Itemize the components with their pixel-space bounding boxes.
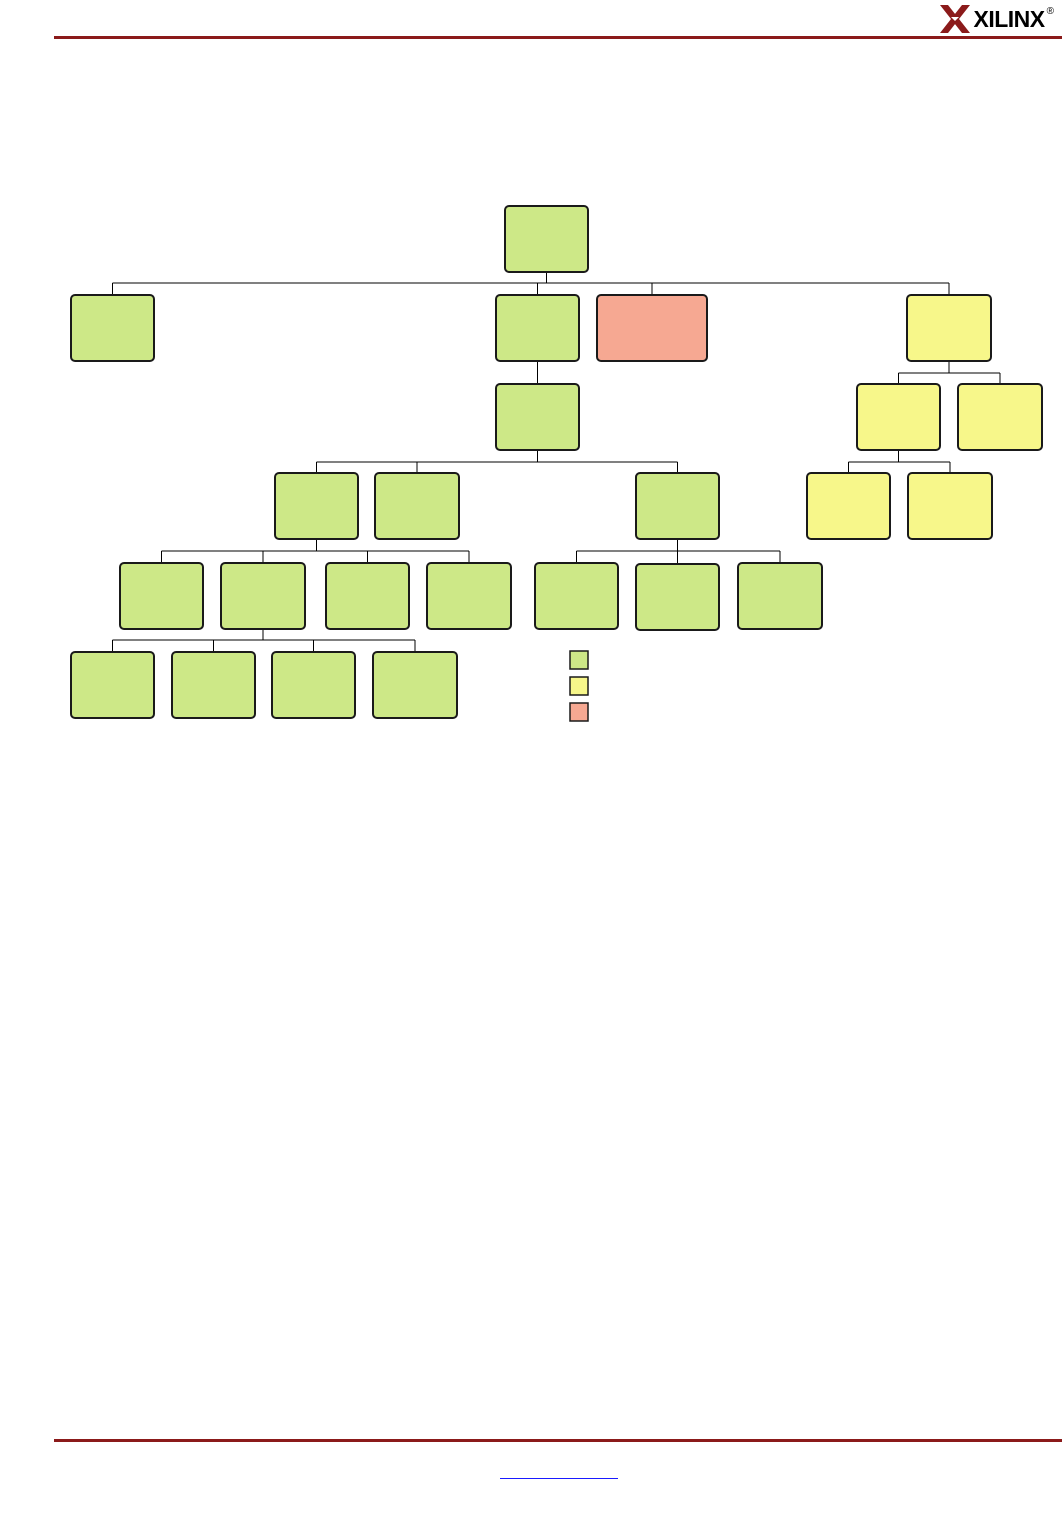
diagram-node-n4d bbox=[426, 562, 512, 630]
xilinx-logo: XILINX ® bbox=[939, 2, 1054, 36]
diagram-node-n4g bbox=[737, 562, 823, 630]
legend-swatch bbox=[569, 702, 589, 722]
diagram-node-n1d bbox=[906, 294, 992, 362]
legend-swatch bbox=[569, 650, 589, 670]
diagram-node-n3b bbox=[374, 472, 460, 540]
header-rule bbox=[54, 36, 1062, 39]
legend-swatch bbox=[569, 676, 589, 696]
connector-lines bbox=[112, 272, 1001, 652]
diagram-node-n3c bbox=[635, 472, 720, 540]
logo-wordmark: XILINX bbox=[973, 5, 1046, 32]
diagram-node-n3a bbox=[274, 472, 359, 540]
diagram-node-n3d_b bbox=[907, 472, 993, 540]
diagram-nodes bbox=[70, 205, 1043, 719]
diagram-node-n1c bbox=[596, 294, 708, 362]
diagram-node-n4a bbox=[119, 562, 204, 630]
diagram-node-n4f bbox=[635, 563, 720, 631]
diagram-node-n4b bbox=[220, 562, 306, 630]
diagram-node-n5b bbox=[171, 651, 256, 719]
diagram-node-n2 bbox=[495, 383, 580, 451]
logo-registered-mark: ® bbox=[1046, 6, 1054, 17]
diagram-node-n5d bbox=[372, 651, 458, 719]
diagram-node-n4c bbox=[325, 562, 410, 630]
footer-link[interactable] bbox=[500, 1464, 618, 1479]
diagram-node-n1a bbox=[70, 294, 155, 362]
diagram-node-n5a bbox=[70, 651, 155, 719]
diagram-node-root bbox=[504, 205, 589, 273]
footer-rule bbox=[54, 1439, 1062, 1442]
diagram-node-n2d_a bbox=[856, 383, 941, 451]
diagram-node-n5c bbox=[271, 651, 356, 719]
diagram-node-n1b bbox=[495, 294, 580, 362]
xilinx-logo-icon bbox=[939, 5, 970, 33]
diagram-node-n3d_a bbox=[806, 472, 891, 540]
diagram-node-n2d_b bbox=[957, 383, 1043, 451]
diagram-legend bbox=[569, 650, 589, 722]
diagram-node-n4e bbox=[534, 562, 619, 630]
